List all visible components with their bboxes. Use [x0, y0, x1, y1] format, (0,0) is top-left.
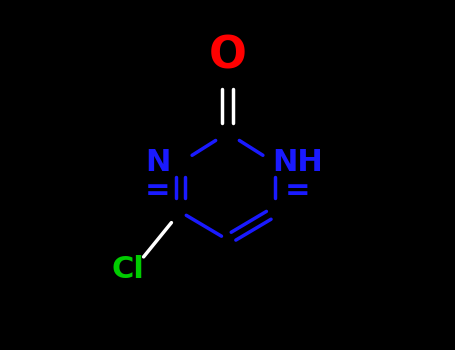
Text: O: O	[208, 35, 247, 77]
Text: =: =	[145, 176, 170, 205]
Text: =: =	[285, 176, 310, 205]
Text: NH: NH	[272, 148, 323, 177]
Text: N: N	[145, 148, 170, 177]
Text: Cl: Cl	[111, 255, 144, 284]
